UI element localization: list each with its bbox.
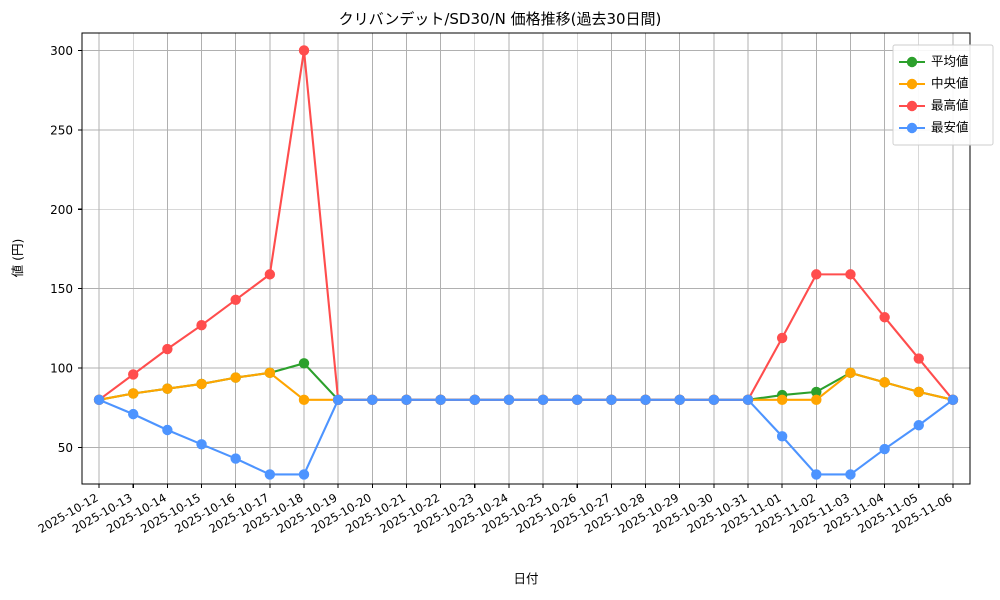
data-point xyxy=(640,394,651,406)
data-point xyxy=(162,424,173,436)
data-point xyxy=(93,394,105,406)
data-point xyxy=(128,388,139,399)
y-tick-label: 50 xyxy=(58,441,73,455)
data-series-layer xyxy=(93,45,959,480)
grid-lines xyxy=(82,33,970,484)
data-point xyxy=(298,358,310,369)
data-point xyxy=(537,394,549,406)
data-point xyxy=(128,408,139,420)
plot-area-frame xyxy=(81,32,971,485)
legend-item-0[interactable]: 平均値 xyxy=(899,54,969,69)
data-point xyxy=(742,394,754,406)
data-point xyxy=(811,469,822,480)
data-point xyxy=(845,367,856,379)
data-point xyxy=(879,443,890,455)
y-tick-label: 250 xyxy=(50,123,73,137)
data-point xyxy=(606,394,617,406)
data-point xyxy=(230,294,241,305)
chart-title: クリバンデット/SD30/N 価格推移(過去30日間) xyxy=(339,10,662,28)
data-point xyxy=(162,383,173,394)
data-point xyxy=(776,431,788,442)
data-point xyxy=(572,394,583,406)
data-point xyxy=(264,367,276,379)
data-point xyxy=(811,386,822,398)
x-axis-label: 日付 xyxy=(513,571,538,586)
data-point xyxy=(776,332,788,344)
legend-item-1[interactable]: 中央値 xyxy=(899,76,969,91)
data-point xyxy=(947,394,959,406)
data-point xyxy=(708,394,720,406)
data-point xyxy=(196,320,207,331)
data-point xyxy=(401,394,412,406)
data-point xyxy=(196,378,207,390)
data-point xyxy=(674,394,685,406)
y-axis-ticks: 50 100 150 200 250 300 xyxy=(50,44,82,455)
legend-label: 中央値 xyxy=(931,76,969,91)
data-point xyxy=(469,394,480,406)
data-point xyxy=(332,394,344,406)
legend-background xyxy=(892,44,994,146)
data-point xyxy=(128,369,139,380)
legend-label: 最安値 xyxy=(931,120,969,135)
data-point xyxy=(811,394,822,406)
data-point xyxy=(879,377,890,388)
series-line xyxy=(98,398,954,476)
y-tick-label: 100 xyxy=(50,362,73,376)
data-point xyxy=(811,269,822,280)
legend-swatch-marker xyxy=(906,122,918,134)
data-point xyxy=(913,353,924,364)
legend-label: 最高値 xyxy=(931,98,969,113)
y-axis-label: 値 (円) xyxy=(10,239,25,278)
data-point xyxy=(845,469,856,480)
data-point xyxy=(298,469,310,480)
legend-swatch-marker xyxy=(906,100,918,112)
legend-swatch-marker xyxy=(906,56,918,68)
data-point xyxy=(776,394,788,406)
data-point xyxy=(264,469,276,480)
data-point xyxy=(298,394,310,406)
data-point xyxy=(367,394,378,406)
data-point xyxy=(230,453,241,464)
legend-label: 平均値 xyxy=(931,54,969,69)
data-point xyxy=(298,45,310,56)
data-point xyxy=(162,343,173,355)
y-tick-label: 200 xyxy=(50,203,73,217)
axes-spines xyxy=(81,32,971,485)
data-point xyxy=(913,420,924,431)
y-tick-label: 300 xyxy=(50,44,73,58)
data-point xyxy=(503,394,515,406)
data-point xyxy=(435,394,446,406)
data-point xyxy=(845,269,856,280)
data-point xyxy=(196,439,207,450)
legend-swatch-marker xyxy=(906,78,918,90)
data-point xyxy=(230,372,241,383)
y-tick-label: 150 xyxy=(50,282,73,296)
data-point xyxy=(879,312,890,323)
data-point xyxy=(913,386,924,398)
legend-item-3[interactable]: 最安値 xyxy=(899,120,969,135)
legend-item-2[interactable]: 最高値 xyxy=(899,98,969,113)
data-point xyxy=(264,269,276,280)
series-3 xyxy=(93,394,959,480)
